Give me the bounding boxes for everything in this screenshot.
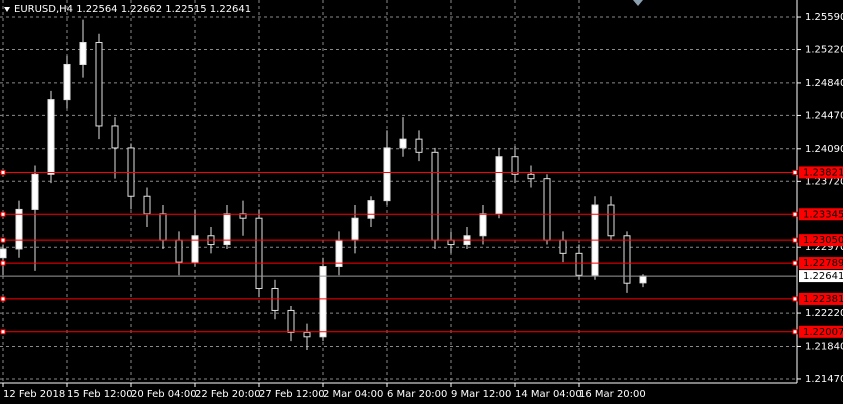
candle-body xyxy=(511,156,519,175)
candle-body xyxy=(479,213,487,237)
x-tick-label: 6 Mar 20:00 xyxy=(387,389,447,400)
level-anchor xyxy=(0,296,6,302)
x-tick-label: 27 Feb 12:00 xyxy=(259,389,325,400)
chart-title: EURUSD,H4 1.22564 1.22662 1.22515 1.2264… xyxy=(14,4,251,15)
candle-body xyxy=(319,266,327,338)
x-tick-label: 22 Feb 20:00 xyxy=(195,389,261,400)
candle-body xyxy=(159,213,167,241)
candle-body xyxy=(95,42,103,127)
candle-body xyxy=(623,235,631,284)
x-tick-label: 20 Feb 04:00 xyxy=(131,389,197,400)
level-label-box xyxy=(799,166,843,179)
candle-body xyxy=(575,252,583,276)
level-label: 1.22007 xyxy=(803,327,843,338)
y-tick-label: 1.23720 xyxy=(805,176,843,187)
level-label-box xyxy=(799,325,843,338)
y-tick-label: 1.24840 xyxy=(805,78,843,89)
level-anchor xyxy=(0,169,6,175)
candle-body xyxy=(383,147,391,202)
x-tick-label: 14 Mar 04:00 xyxy=(515,389,582,400)
candle-body xyxy=(351,217,359,241)
y-tick-label: 1.21470 xyxy=(805,374,843,385)
candle-body xyxy=(335,239,343,268)
candle-body xyxy=(0,248,7,259)
candle-body xyxy=(607,204,615,237)
candle-body xyxy=(47,99,55,175)
level-anchor xyxy=(792,237,798,243)
x-tick-label: 16 Mar 20:00 xyxy=(579,389,646,400)
level-label: 1.22381 xyxy=(803,294,843,305)
candle-body xyxy=(399,138,407,149)
candle-body xyxy=(415,138,423,153)
candle-body xyxy=(527,173,535,180)
level-anchor xyxy=(0,329,6,335)
candle-body xyxy=(639,275,647,284)
candle-body xyxy=(431,151,439,241)
y-tick-label: 1.21840 xyxy=(805,341,843,352)
candle-body xyxy=(559,239,567,254)
candle-body xyxy=(255,217,263,289)
level-label-box xyxy=(799,257,843,270)
level-label-box xyxy=(799,234,843,247)
level-anchor xyxy=(792,329,798,335)
candle-body xyxy=(15,208,23,250)
candle-body xyxy=(271,287,279,311)
candle-body xyxy=(143,195,151,215)
level-label: 1.23821 xyxy=(803,167,843,178)
level-label-box xyxy=(799,208,843,221)
x-tick-label: 15 Feb 12:00 xyxy=(67,389,133,400)
y-tick-label: 1.25590 xyxy=(805,12,843,23)
candle-body xyxy=(543,178,551,241)
candle-body xyxy=(287,309,295,333)
level-label: 1.23345 xyxy=(803,209,843,220)
level-label-box xyxy=(799,292,843,305)
candle-body xyxy=(495,156,503,215)
candle-body xyxy=(175,239,183,263)
level-anchor xyxy=(792,260,798,266)
current-price-box xyxy=(799,270,843,283)
candle-body xyxy=(111,125,119,149)
current-price-label: 1.22641 xyxy=(803,271,843,282)
level-label: 1.22789 xyxy=(803,258,843,269)
candle-body xyxy=(31,173,39,210)
candle-body xyxy=(79,42,87,65)
x-tick-label: 2 Mar 04:00 xyxy=(323,389,383,400)
y-tick-label: 1.22970 xyxy=(805,242,843,253)
y-tick-label: 1.24470 xyxy=(805,110,843,121)
y-tick-label: 1.22220 xyxy=(805,308,843,319)
level-anchor xyxy=(792,211,798,217)
candle-body xyxy=(303,331,311,338)
candle-body xyxy=(367,200,375,219)
y-tick-label: 1.25220 xyxy=(805,45,843,56)
level-anchor xyxy=(0,237,6,243)
level-anchor xyxy=(0,211,6,217)
level-anchor xyxy=(0,260,6,266)
y-tick-label: 1.24090 xyxy=(805,144,843,155)
level-anchor xyxy=(792,296,798,302)
menu-arrow xyxy=(4,7,10,12)
candle-body xyxy=(447,239,455,246)
candle-body xyxy=(63,63,71,101)
level-anchor xyxy=(792,169,798,175)
x-tick-label: 12 Feb 2018 xyxy=(3,389,65,400)
level-label: 1.23050 xyxy=(803,235,843,246)
shift-marker xyxy=(633,0,643,6)
x-tick-label: 9 Mar 12:00 xyxy=(451,389,511,400)
candle-body xyxy=(191,235,199,263)
